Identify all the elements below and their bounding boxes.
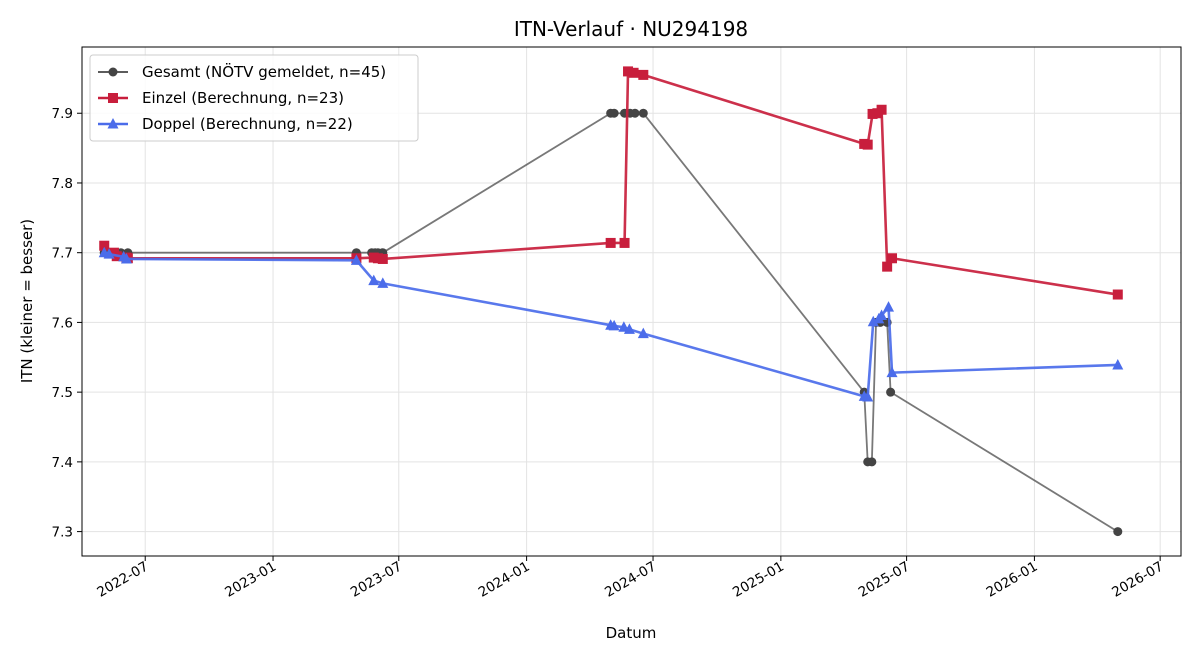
gesamt-point [609, 108, 619, 118]
series-layer [98, 66, 1124, 537]
x-tick-label: 2024-01 [476, 559, 533, 601]
legend-swatch-marker [108, 93, 118, 103]
einzel-point [887, 253, 898, 264]
einzel-point [882, 261, 893, 272]
einzel-point [862, 139, 873, 150]
doppel-series [98, 246, 1124, 402]
legend-box [89, 54, 419, 142]
legend-label: Doppel (Berechnung, n=22) [142, 115, 353, 133]
legend-label: Gesamt (NÖTV gemeldet, n=45) [142, 62, 386, 81]
gesamt-point [630, 108, 640, 118]
doppel-point [377, 277, 389, 288]
doppel-point [608, 319, 620, 331]
chart-title: ITN-Verlauf · NU294198 [514, 17, 748, 41]
grid-lines [82, 47, 1181, 556]
y-axis-ticks: 7.3 7.4 7.5 7.6 7.7 7.8 7.9 [52, 106, 82, 541]
x-tick-label: 2022-07 [94, 559, 151, 601]
y-tick-label: 7.3 [52, 525, 73, 541]
plot-frame [81, 46, 1182, 557]
gesamt-point [867, 457, 877, 467]
x-tick-label: 2026-07 [1109, 559, 1166, 601]
gesamt-point [1113, 527, 1123, 537]
doppel-point [867, 315, 879, 327]
x-tick-label: 2025-07 [856, 559, 913, 601]
doppel-point [637, 327, 649, 339]
y-tick-label: 7.8 [52, 176, 73, 192]
x-tick-label: 2024-07 [602, 559, 659, 601]
y-axis-label: ITN (kleiner = besser) [18, 219, 36, 383]
legend-swatch-marker [108, 67, 118, 77]
x-axis-label: Datum [606, 624, 657, 642]
einzel-point [876, 104, 887, 115]
einzel-point [638, 69, 649, 80]
einzel-point [377, 253, 388, 264]
legend-entry-doppel: Doppel (Berechnung, n=22) [98, 115, 353, 133]
doppel-point [120, 252, 132, 264]
x-tick-label: 2026-01 [984, 559, 1041, 601]
legend: Gesamt (NÖTV gemeldet, n=45) Einzel (Bere… [89, 54, 419, 142]
y-tick-label: 7.4 [52, 455, 73, 471]
einzel-point [99, 240, 110, 251]
legend-label: Einzel (Berechnung, n=23) [142, 89, 344, 107]
einzel-point [605, 237, 616, 248]
einzel-point [623, 66, 634, 77]
doppel-point [350, 254, 362, 265]
y-tick-label: 7.6 [52, 315, 73, 331]
y-tick-label: 7.7 [52, 246, 73, 262]
doppel-point [1112, 358, 1124, 370]
legend-entry-einzel: Einzel (Berechnung, n=23) [98, 89, 344, 107]
y-tick-label: 7.5 [52, 385, 73, 401]
einzel-point [1112, 289, 1123, 300]
doppel-point [876, 309, 888, 320]
einzel-point [628, 67, 639, 78]
doppel-point [368, 274, 380, 286]
doppel-point [623, 323, 635, 334]
legend-entry-gesamt: Gesamt (NÖTV gemeldet, n=45) [98, 62, 386, 81]
einzel-point [619, 237, 630, 248]
legend-swatch-marker [107, 118, 119, 129]
doppel-point [862, 391, 874, 402]
gesamt-point [638, 108, 648, 118]
doppel-point [886, 366, 898, 378]
x-axis-ticks: 2022-07 2023-01 2023-07 2024-01 2024-07 2025-… [94, 556, 1166, 601]
doppel-point [883, 301, 895, 312]
x-tick-label: 2025-01 [730, 559, 787, 601]
x-tick-label: 2023-01 [222, 559, 279, 601]
doppel-point [103, 248, 115, 259]
x-tick-label: 2023-07 [348, 559, 405, 601]
gesamt-point [886, 387, 896, 397]
y-tick-label: 7.9 [52, 106, 73, 122]
